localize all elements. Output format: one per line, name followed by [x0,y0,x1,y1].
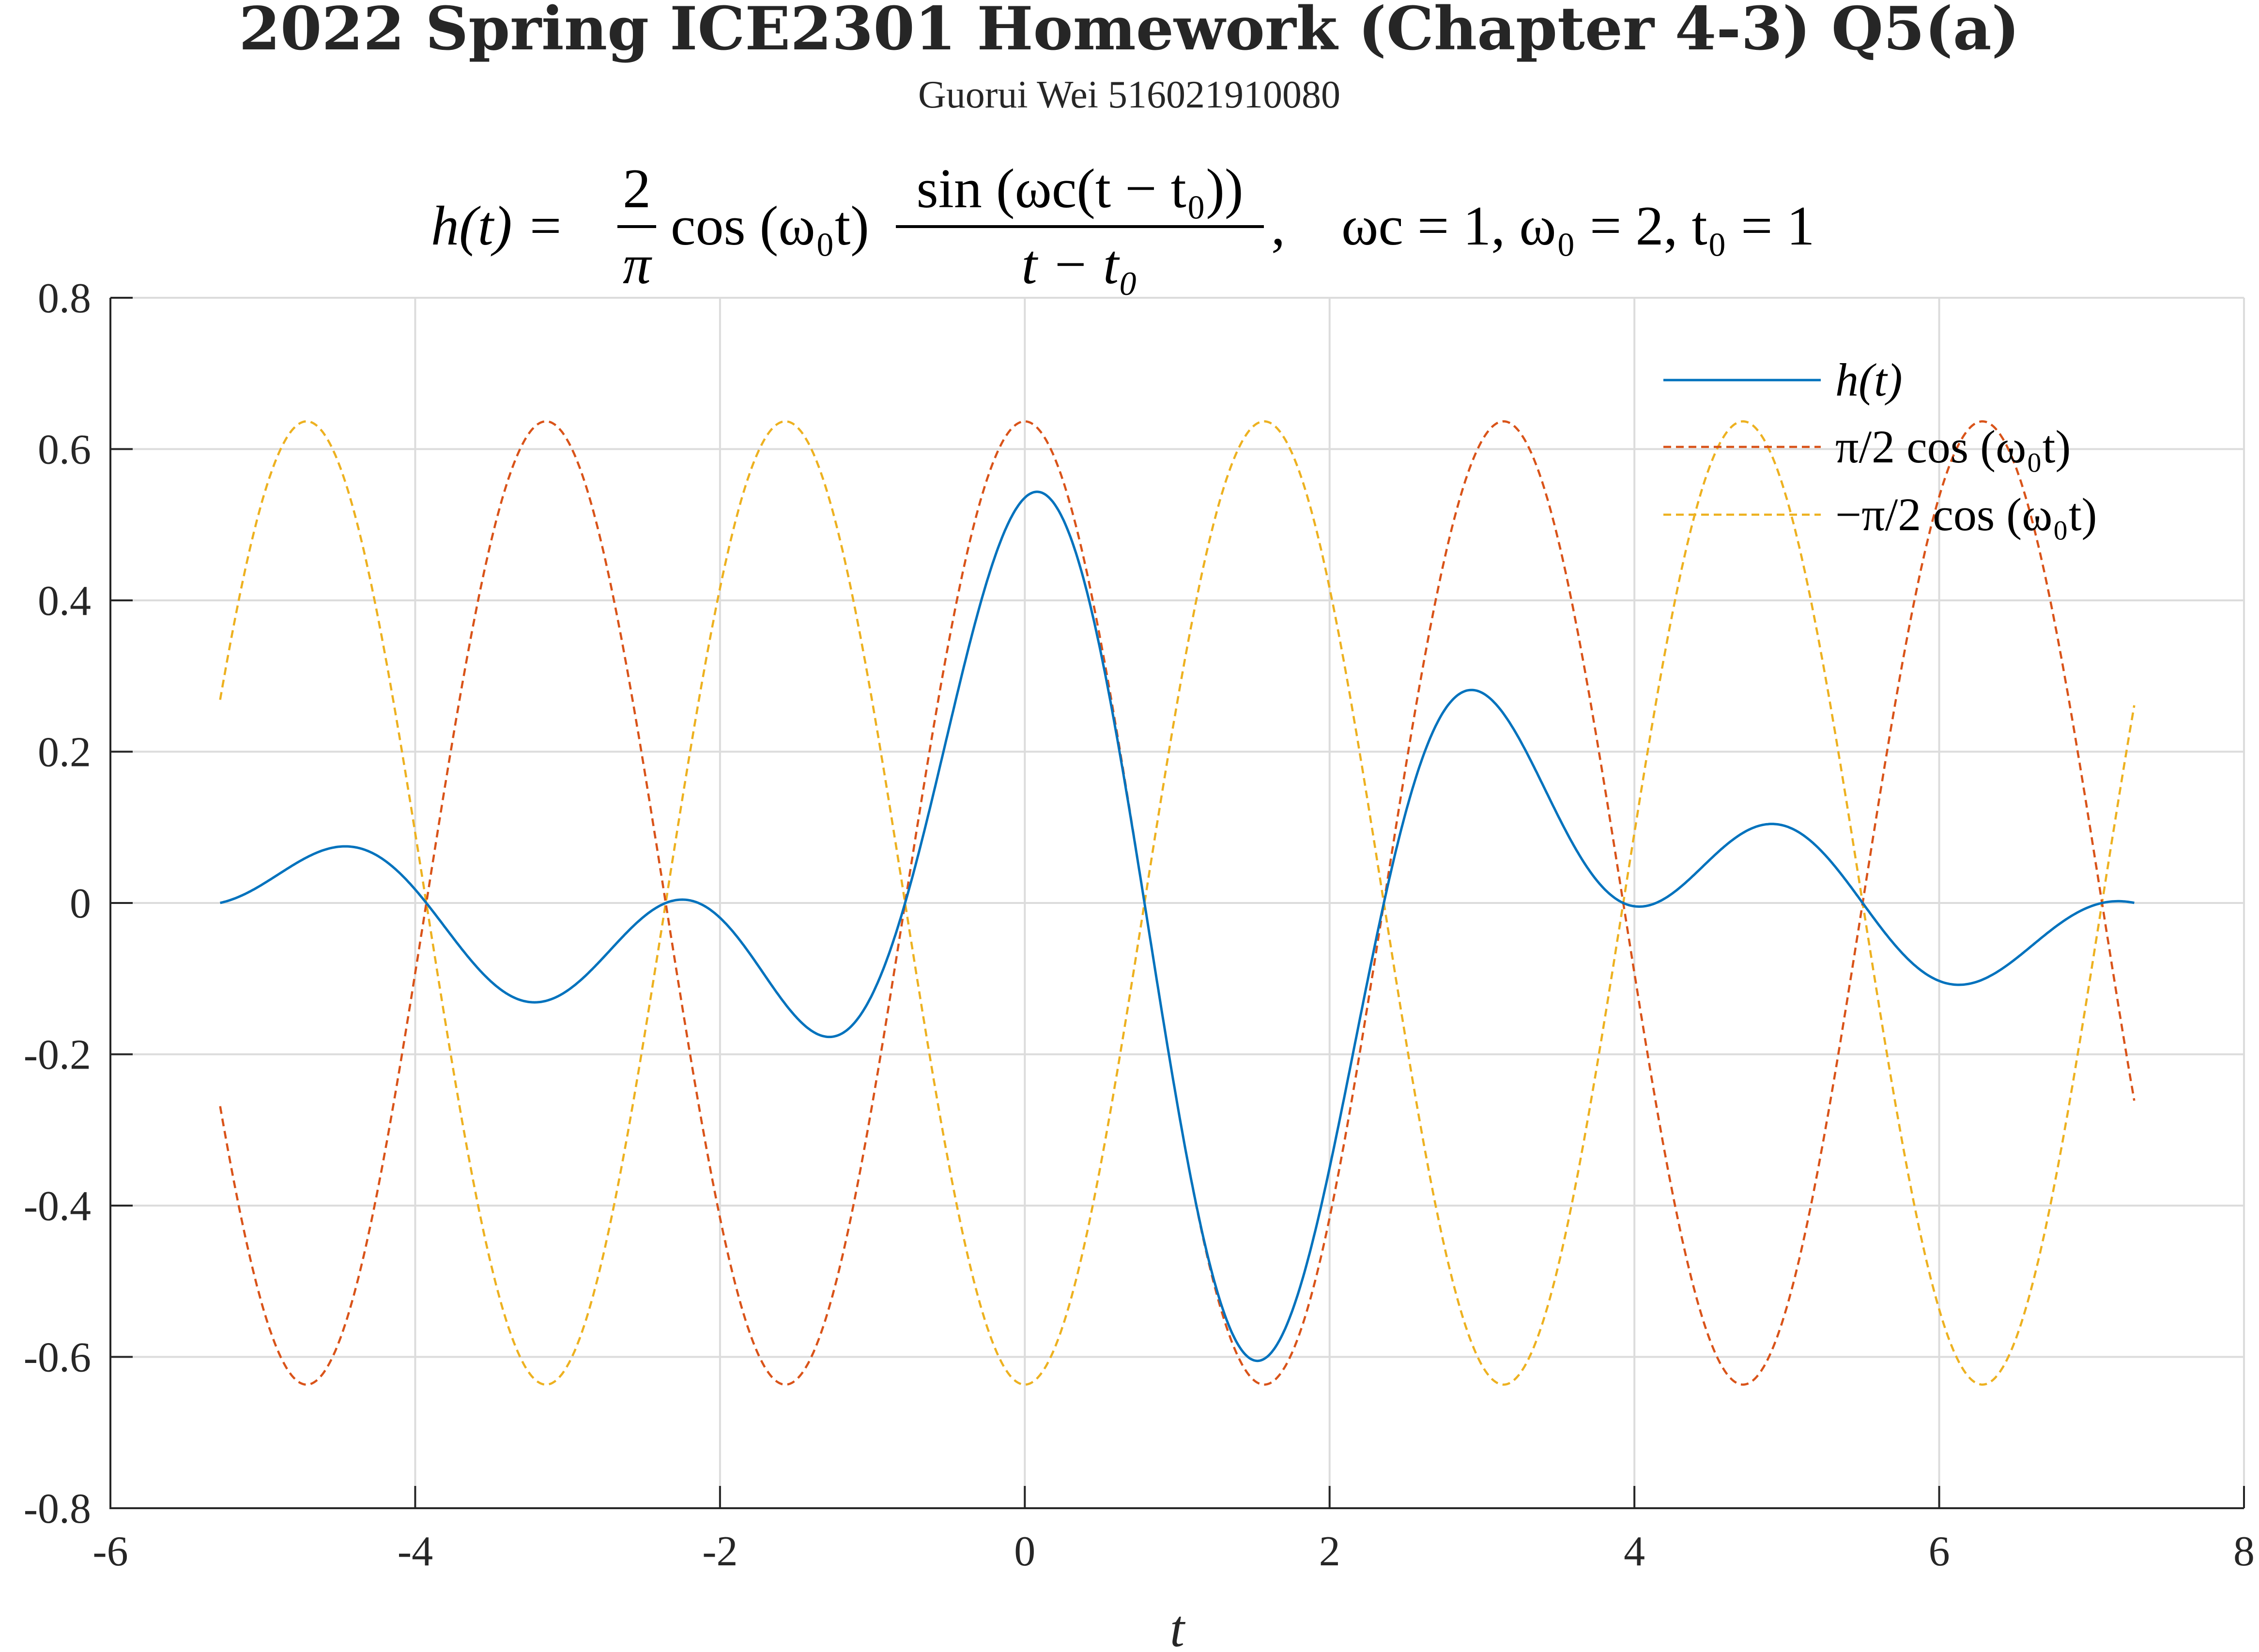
legend-label: h(t) [1835,354,1903,406]
x-tick-label: 6 [1929,1528,1950,1575]
x-tick-label: -6 [92,1528,128,1575]
equation-lhs: h(t) = [431,195,564,257]
y-tick-label: -0.6 [24,1334,91,1381]
chart-subtitle: Guorui Wei 516021910080 [918,74,1340,116]
equation-sin-numerator: sin (ωc(t − t₀)) [916,158,1243,220]
x-axis-label: t [1170,1600,1186,1652]
x-tick-label: 8 [2233,1528,2255,1575]
y-tick-label: -0.8 [24,1485,91,1532]
y-tick-label: 0.8 [38,275,91,322]
legend: h(t) π/2 cos (ω₀t) −π/2 cos (ω₀t) [1663,354,2097,540]
equation: h(t) = 2 π cos (ω₀t) sin (ωc(t − t₀)) t … [431,158,1815,296]
equation-sin-denominator: t − t₀ [1021,234,1138,296]
y-tick-label: 0.2 [38,729,91,776]
legend-label: π/2 cos (ω₀t) [1835,421,2071,473]
y-tick-label: 0.6 [38,427,91,474]
series-group [219,420,2136,1386]
equation-frac-numerator: 2 [623,158,651,220]
x-tick-label: -2 [702,1528,738,1575]
equation-params: , ωc = 1, ω₀ = 2, t₀ = 1 [1271,195,1815,257]
series-line-neg-cos [219,420,2136,1386]
x-tick-labels: -6 -4 -2 0 2 4 6 8 [92,1528,2255,1575]
x-tick-label: 2 [1319,1528,1340,1575]
y-tick-label: 0 [70,880,91,927]
series-line-h-t [220,490,2135,1362]
tick-marks [109,297,2245,1509]
equation-cos: cos (ω₀t) [671,195,869,257]
y-tick-labels: -0.8 -0.6 -0.4 -0.2 0 0.2 0.4 0.6 0.8 [24,275,91,1532]
plot-area: -6 -4 -2 0 2 4 6 8 -0.8 -0.6 -0.4 -0.2 0 0.2 0.4 0.6 0.… [24,275,2255,1652]
legend-label: −π/2 cos (ω₀t) [1835,489,2097,540]
chart-title: 2022 Spring ICE2301 Homework (Chapter 4-… [239,0,2020,64]
y-tick-label: -0.4 [24,1183,91,1230]
x-tick-label: 4 [1624,1528,1645,1575]
equation-frac-denominator: π [623,234,652,296]
x-tick-label: -4 [398,1528,433,1575]
y-tick-label: -0.2 [24,1032,91,1079]
y-tick-label: 0.4 [38,578,91,625]
x-tick-label: 0 [1014,1528,1035,1575]
